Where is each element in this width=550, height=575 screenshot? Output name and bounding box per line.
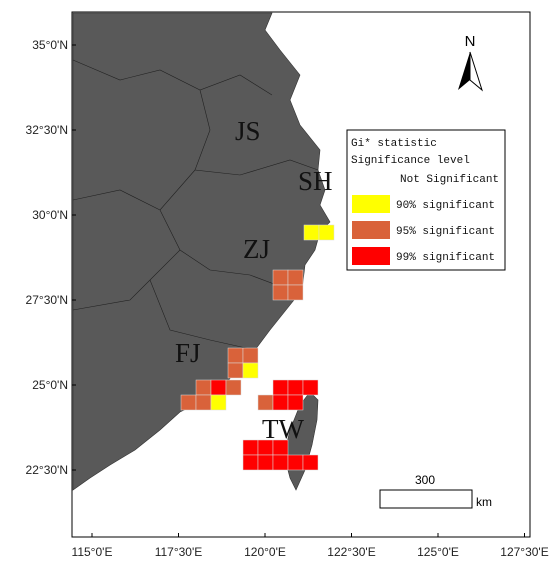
legend-title: Gi* statistic <box>351 138 437 150</box>
region-label: JS <box>235 116 261 146</box>
longitude-labels: 115°0'E 117°30'E 120°0'E 122°30'E 125°0'E 127… <box>72 533 549 559</box>
lat-label: 32°30'N <box>26 123 68 137</box>
lat-label: 35°0'N <box>32 38 68 52</box>
legend: Gi* statistic Significance level Not Sig… <box>346 129 506 271</box>
legend-subtitle: Significance level <box>351 155 470 167</box>
lat-label: 25°0'N <box>32 378 68 392</box>
scale-label: 300 <box>415 473 435 487</box>
lat-label: 22°30'N <box>26 463 68 477</box>
latitude-labels: 35°0'N 32°30'N 30°0'N 27°30'N 25°0'N 22°30'N <box>26 38 76 477</box>
scale-bar: 300 km <box>379 473 492 509</box>
north-label: N <box>465 33 476 50</box>
lon-label: 115°0'E <box>72 545 113 559</box>
legend-item: 90% significant <box>396 200 495 212</box>
legend-item: 95% significant <box>396 226 495 238</box>
hotspot-cells <box>180 224 335 471</box>
lon-label: 127°30'E <box>500 545 548 559</box>
lat-label: 30°0'N <box>32 208 68 222</box>
legend-swatch <box>352 221 390 239</box>
lon-label: 117°30'E <box>155 545 203 559</box>
lon-label: 125°0'E <box>417 545 459 559</box>
scale-unit: km <box>476 495 492 509</box>
legend-item: 99% significant <box>396 252 495 264</box>
land <box>72 12 331 491</box>
region-label: TW <box>262 414 304 444</box>
legend-swatch <box>352 247 390 265</box>
borders <box>72 59 319 351</box>
lon-label: 122°30'E <box>327 545 375 559</box>
region-label: ZJ <box>243 234 270 264</box>
region-label: FJ <box>175 338 201 368</box>
lon-label: 120°0'E <box>244 545 286 559</box>
lat-label: 27°30'N <box>26 293 68 307</box>
region-label: SH <box>298 166 333 196</box>
north-arrow: N <box>458 33 483 92</box>
legend-swatch <box>352 195 390 213</box>
legend-item: Not Significant <box>400 174 499 186</box>
